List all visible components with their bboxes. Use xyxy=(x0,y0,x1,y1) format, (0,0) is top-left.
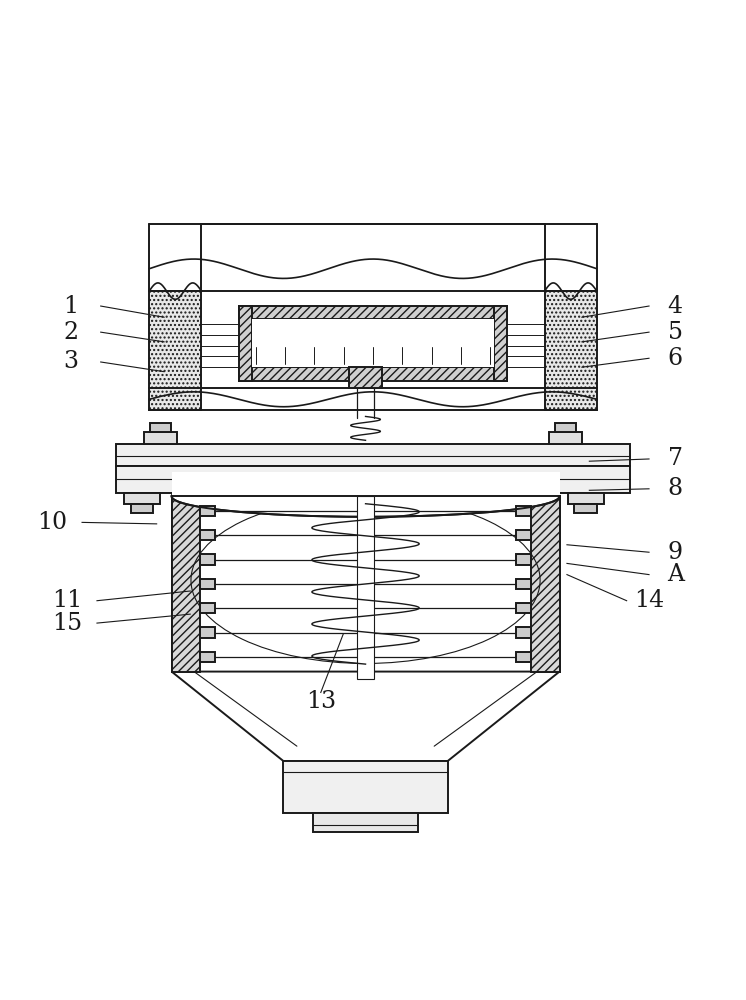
Bar xyxy=(555,423,576,432)
Text: 11: 11 xyxy=(52,589,82,612)
Bar xyxy=(545,291,597,410)
Text: 4: 4 xyxy=(668,295,683,318)
Bar xyxy=(200,627,215,638)
Bar xyxy=(124,493,160,504)
Text: 13: 13 xyxy=(306,690,336,713)
Bar xyxy=(239,306,507,319)
Text: 6: 6 xyxy=(668,347,683,370)
Bar xyxy=(239,367,507,381)
Bar xyxy=(574,504,597,513)
Bar xyxy=(172,496,560,672)
Text: 14: 14 xyxy=(634,589,664,612)
Bar xyxy=(516,554,531,565)
Text: 10: 10 xyxy=(37,511,67,534)
Bar xyxy=(200,554,215,565)
Bar xyxy=(252,319,494,347)
Bar xyxy=(172,472,560,496)
Bar xyxy=(516,530,531,540)
Bar xyxy=(357,496,374,679)
Bar xyxy=(516,627,531,638)
Bar xyxy=(200,652,215,662)
Polygon shape xyxy=(172,672,560,761)
Bar xyxy=(149,291,201,410)
Bar xyxy=(200,603,215,613)
Text: 15: 15 xyxy=(52,612,82,635)
Bar xyxy=(516,506,531,516)
Bar xyxy=(150,423,171,432)
Text: 9: 9 xyxy=(668,541,683,564)
Bar xyxy=(131,504,153,513)
Bar xyxy=(516,603,531,613)
Bar xyxy=(531,496,560,672)
Bar xyxy=(516,579,531,589)
Bar xyxy=(349,367,382,388)
Text: 7: 7 xyxy=(668,447,683,470)
Bar xyxy=(568,493,604,504)
Text: 3: 3 xyxy=(63,350,78,373)
Bar xyxy=(200,579,215,589)
Bar xyxy=(252,319,494,367)
Text: A: A xyxy=(667,563,683,586)
Bar xyxy=(200,506,215,516)
Bar xyxy=(116,466,630,493)
Bar xyxy=(200,530,215,540)
Bar xyxy=(116,444,630,466)
Bar xyxy=(313,813,418,832)
Bar xyxy=(144,432,177,444)
Bar xyxy=(494,306,507,381)
Ellipse shape xyxy=(172,476,560,517)
Bar xyxy=(239,306,252,381)
Text: 5: 5 xyxy=(668,321,683,344)
Bar xyxy=(549,432,582,444)
Text: 2: 2 xyxy=(63,321,78,344)
Text: 8: 8 xyxy=(668,477,683,500)
Bar xyxy=(516,652,531,662)
Bar xyxy=(283,761,448,813)
Bar xyxy=(172,496,200,672)
Text: 1: 1 xyxy=(63,295,78,318)
